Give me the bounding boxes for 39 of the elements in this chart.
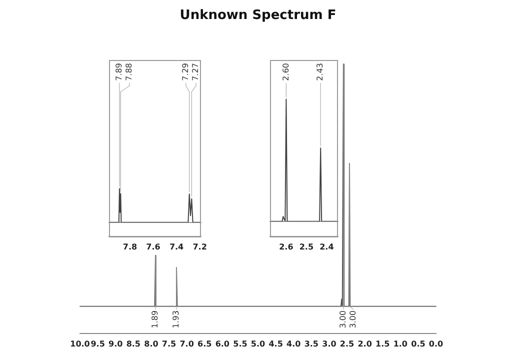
x-tick-label: 5.5 [233, 339, 248, 348]
annotation: 7.29 [181, 63, 190, 81]
x-tick-label: 8.0 [144, 339, 159, 348]
x-tick-label: 2.5 [299, 242, 314, 252]
annotation: 1.93 [172, 310, 181, 328]
x-tick-label: 7.0 [180, 339, 194, 348]
annotation: 7.27 [191, 63, 200, 81]
x-tick-label: 6.5 [198, 339, 212, 348]
x-tick-label: 3.0 [322, 339, 337, 348]
x-tick-label: 10.0 [70, 339, 90, 348]
x-tick-label: 9.0 [108, 339, 124, 348]
x-tick-label: 9.5 [90, 339, 106, 348]
x-tick-label: 0.5 [411, 339, 426, 348]
x-tick-label: 7.2 [192, 242, 207, 252]
x-tick-label: 7.5 [162, 339, 177, 348]
x-tick-label: 7.8 [122, 242, 138, 252]
x-tick-label: 4.0 [286, 339, 302, 348]
annotation: 3.00 [338, 310, 348, 328]
x-tick-label: 7.6 [146, 242, 161, 252]
annotation: 7.88 [124, 63, 134, 81]
x-tick-label: 4.5 [268, 339, 284, 348]
x-tick-label: 6.0 [215, 339, 230, 348]
x-tick-label: 8.5 [126, 339, 141, 348]
annotation: 7.89 [114, 63, 124, 81]
x-tick-label: 2.0 [358, 339, 372, 348]
x-tick-label: 5.0 [250, 339, 266, 348]
annotation: 2.60 [281, 63, 290, 81]
x-tick-label: 3.5 [304, 339, 319, 348]
x-tick-label: 7.4 [169, 242, 184, 252]
x-tick-label: 2.4 [320, 242, 334, 252]
annotation: 2.43 [316, 63, 325, 81]
x-tick-label: 0.0 [428, 339, 444, 348]
x-tick-label: 1.0 [393, 339, 408, 348]
x-tick-label: 2.5 [340, 339, 355, 348]
x-tick-label: 1.5 [376, 339, 390, 348]
chart-title: Unknown Spectrum F [180, 8, 336, 24]
x-tick-label: 2.6 [279, 242, 294, 252]
annotation: 1.89 [150, 310, 160, 328]
annotation: 3.00 [348, 310, 358, 328]
